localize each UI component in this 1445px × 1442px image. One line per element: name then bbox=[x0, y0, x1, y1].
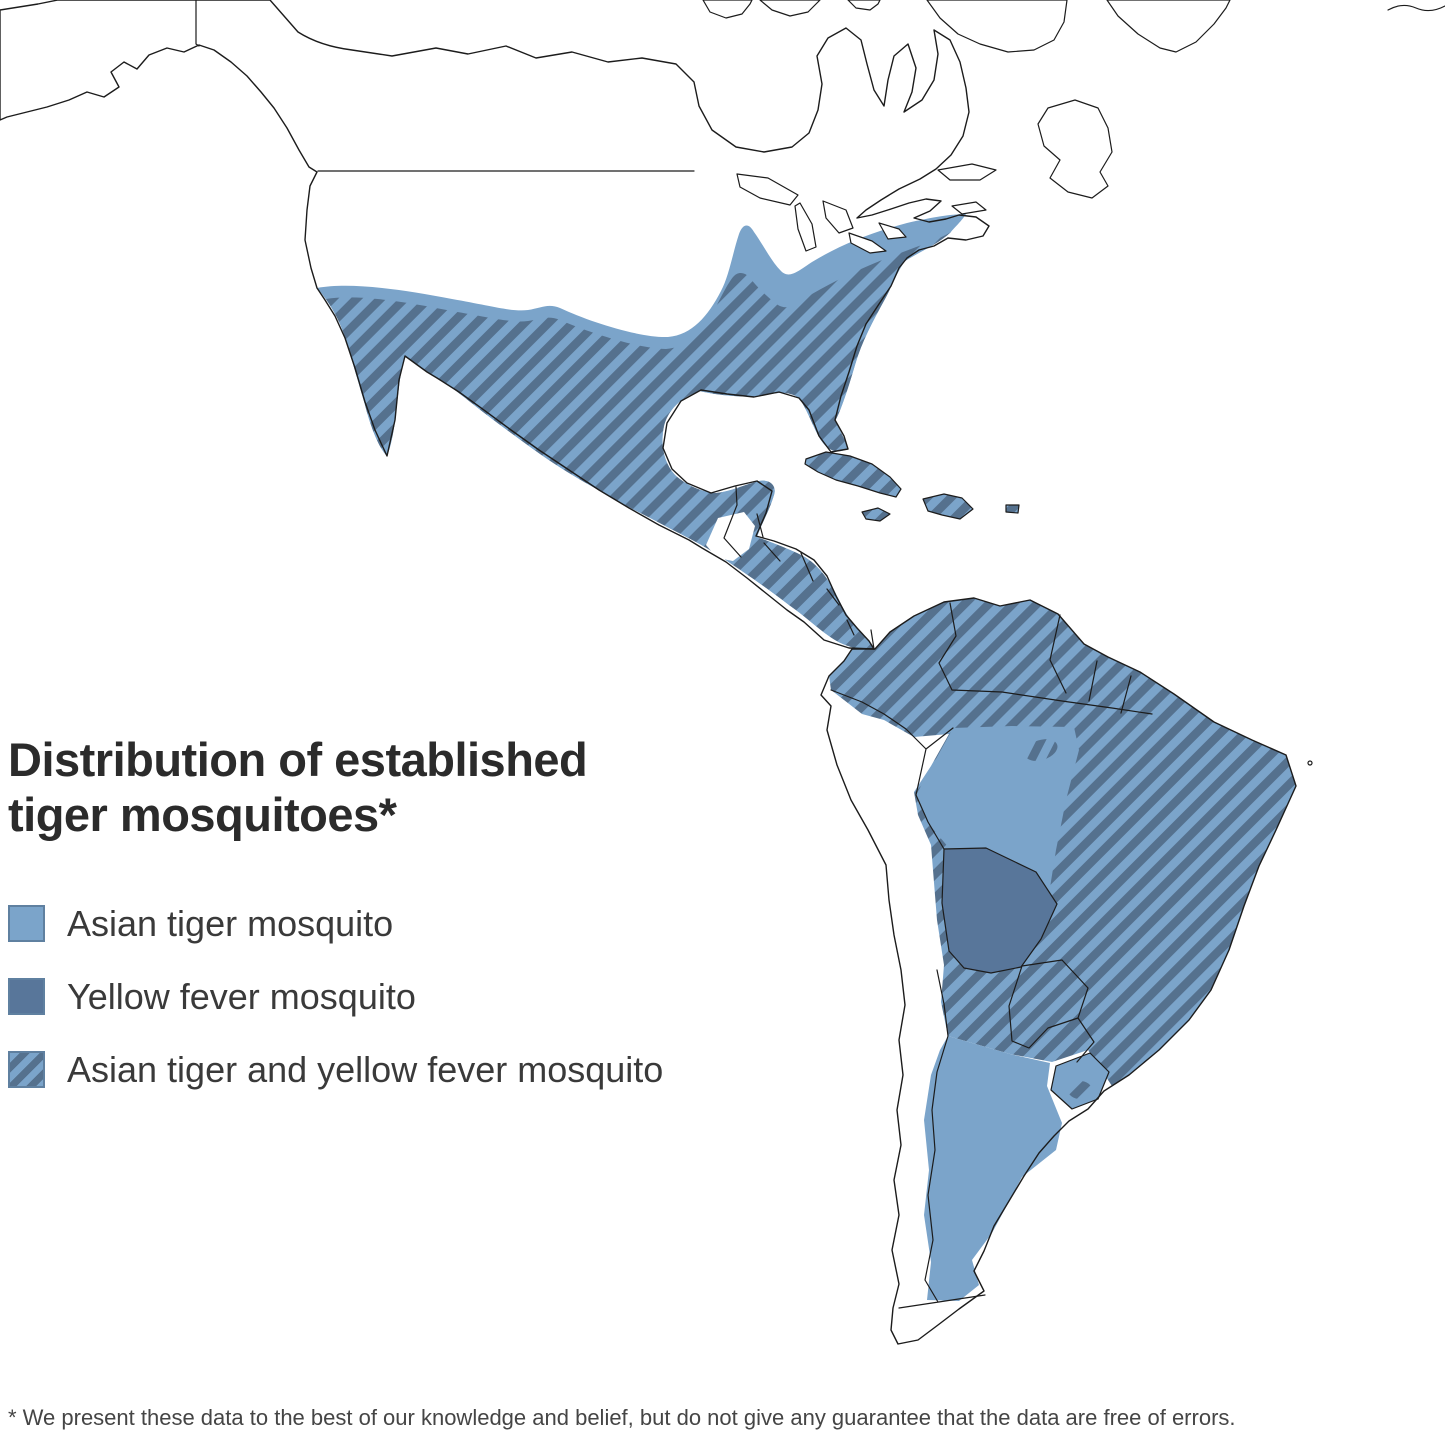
legend-item-asian-tiger: Asian tiger mosquito bbox=[8, 902, 663, 944]
footnote: * We present these data to the best of o… bbox=[8, 1405, 1236, 1430]
legend-swatch-solid-dark bbox=[8, 978, 45, 1015]
legend-label: Yellow fever mosquito bbox=[67, 975, 416, 1017]
distribution-overlays bbox=[317, 214, 1296, 1301]
legend-item-yellow-fever: Yellow fever mosquito bbox=[8, 975, 663, 1017]
island-dot bbox=[1307, 760, 1313, 766]
region-asian-tiger-argentina bbox=[924, 1036, 1062, 1301]
title-line-2: tiger mosquitoes* bbox=[8, 787, 397, 841]
legend-item-both: Asian tiger and yellow fever mosquito bbox=[8, 1048, 664, 1090]
hatch-spot-amazon bbox=[1024, 739, 1058, 761]
legend-label: Asian tiger and yellow fever mosquito bbox=[67, 1048, 664, 1090]
legend-label: Asian tiger mosquito bbox=[67, 902, 394, 944]
legend-swatch-hatched bbox=[8, 1051, 45, 1088]
legend-swatch-solid-light bbox=[8, 905, 45, 942]
title-line-1: Distribution of established bbox=[8, 733, 588, 786]
legend: Asian tiger mosquito Yellow fever mosqui… bbox=[8, 902, 664, 1124]
hatch-spot-uruguay bbox=[1068, 1081, 1092, 1099]
page-title: Distribution of established tiger mosqui… bbox=[8, 733, 588, 843]
coastlines-and-borders bbox=[0, 0, 1445, 1345]
